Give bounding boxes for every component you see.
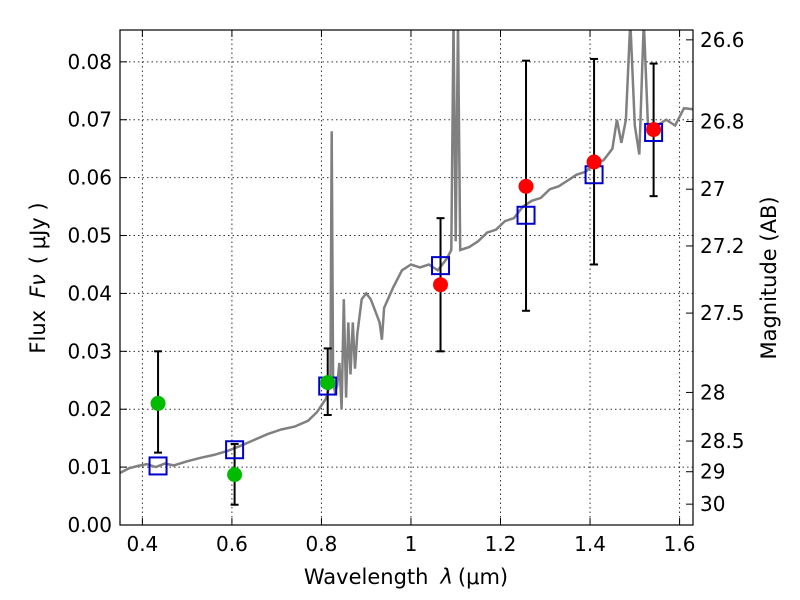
observed-point-red xyxy=(518,178,534,194)
magnitude-tick-label: 28.5 xyxy=(700,429,745,453)
magnitude-axis-title: Magnitude (AB) xyxy=(757,196,781,359)
magnitude-tick-label: 26.6 xyxy=(700,28,745,52)
y-axis-title: Flux Fν ( μJy ) xyxy=(26,202,50,353)
x-tick-label: 1 xyxy=(405,532,418,556)
x-axis-title: Wavelength λ (μm) xyxy=(304,565,508,589)
observed-point-green xyxy=(320,375,336,391)
y-tick-label: 0.08 xyxy=(67,50,112,74)
x-tick-label: 1.2 xyxy=(485,532,517,556)
y-axis-symbol: Fν xyxy=(26,274,50,298)
data-markers xyxy=(148,57,664,506)
x-tick-label: 1.4 xyxy=(574,532,606,556)
magnitude-tick-label: 29 xyxy=(700,460,725,484)
x-axis-label: Wavelength xyxy=(304,565,429,589)
y-tick-label: 0.00 xyxy=(67,513,112,537)
axes: 0.4 0.6 0.8 1 1.2 1.4 1.6 0.00 0.01 0.02 0.03 0.04 0… xyxy=(67,28,744,556)
magnitude-tick-label: 27.2 xyxy=(700,234,745,258)
observed-point-green xyxy=(227,467,243,483)
x-tick-label: 0.4 xyxy=(126,532,158,556)
y-tick-label: 0.05 xyxy=(67,224,112,248)
observed-point-green xyxy=(150,395,166,411)
plot-background xyxy=(120,30,693,525)
model-photometry-square xyxy=(431,256,451,276)
model-photometry-square xyxy=(225,440,245,460)
magnitude-tick-label: 27.5 xyxy=(700,301,745,325)
model-photometry-square xyxy=(516,205,536,225)
y-axis-unit: ( μJy ) xyxy=(26,202,50,264)
y-tick-label: 0.06 xyxy=(67,166,112,190)
x-axis-symbol: λ xyxy=(439,565,452,589)
magnitude-tick-label: 28 xyxy=(700,380,725,404)
magnitude-tick-label: 26.8 xyxy=(700,109,745,133)
y-axis-label: Flux xyxy=(26,310,50,354)
x-axis-unit: (μm) xyxy=(458,565,508,589)
observed-point-red xyxy=(586,154,602,170)
y-tick-label: 0.04 xyxy=(67,281,112,305)
x-tick-label: 1.6 xyxy=(664,532,696,556)
observed-point-red xyxy=(433,277,449,293)
magnitude-tick-label: 30 xyxy=(700,492,725,516)
plot-area xyxy=(120,30,693,506)
model-photometry-square xyxy=(148,456,168,476)
y-tick-label: 0.02 xyxy=(67,397,112,421)
magnitude-tick-label: 27 xyxy=(700,177,725,201)
x-tick-label: 0.8 xyxy=(306,532,338,556)
model-spectrum-line xyxy=(120,30,693,475)
y-tick-label: 0.07 xyxy=(67,108,112,132)
observed-point-red xyxy=(646,122,662,138)
x-tick-label: 0.6 xyxy=(216,532,248,556)
plot-frame xyxy=(119,29,694,526)
y-tick-label: 0.03 xyxy=(67,339,112,363)
y-tick-label: 0.01 xyxy=(67,455,112,479)
